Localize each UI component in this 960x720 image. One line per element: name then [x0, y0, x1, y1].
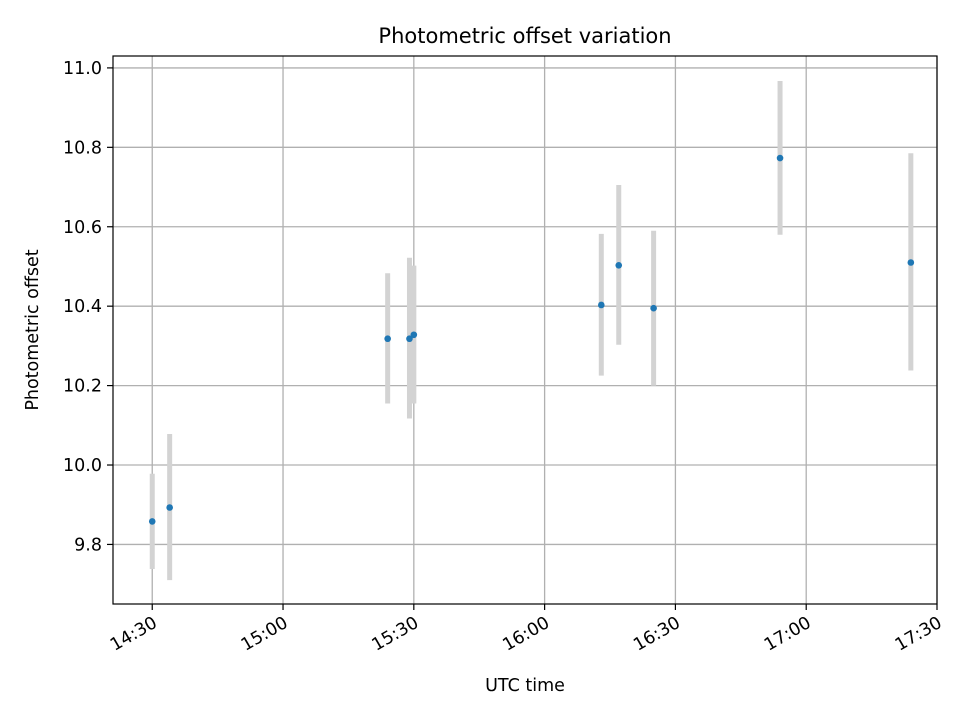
x-tick-label: 17:00 — [761, 613, 815, 656]
y-axis-label: Photometric offset — [23, 249, 43, 410]
x-tick-label: 16:30 — [630, 613, 684, 656]
x-axis-label: UTC time — [485, 676, 565, 696]
x-tick-label: 15:30 — [369, 613, 423, 656]
x-tick-label: 17:30 — [892, 613, 946, 656]
data-point — [166, 504, 173, 511]
y-tick-label: 11.0 — [63, 59, 102, 79]
y-tick-label: 10.6 — [63, 218, 102, 238]
data-point — [597, 301, 605, 309]
data-point — [148, 518, 156, 525]
data-point — [615, 261, 623, 269]
markers — [148, 154, 915, 525]
data-point — [776, 154, 784, 162]
y-axis-ticks: 9.8 10.0 10.2 10.4 10.6 10.8 11.0 — [63, 59, 113, 555]
x-tick-label: 16:00 — [499, 613, 553, 656]
x-axis-ticks: 14:30 15:00 15:30 16:00 16:30 17:00 17:30 — [107, 604, 946, 656]
data-point — [410, 331, 418, 339]
data-point — [650, 304, 657, 312]
y-tick-label: 10.2 — [63, 377, 102, 397]
y-tick-label: 9.8 — [74, 535, 102, 555]
data-point — [406, 335, 413, 343]
plot-frame — [112, 55, 938, 605]
data-point — [907, 259, 915, 266]
data-point — [384, 335, 391, 343]
grid — [113, 56, 938, 604]
y-tick-label: 10.4 — [63, 297, 102, 317]
x-tick-label: 15:00 — [238, 613, 292, 656]
errorbars — [149, 81, 914, 581]
y-tick-label: 10.8 — [63, 138, 102, 158]
y-tick-label: 10.0 — [63, 456, 102, 476]
chart-title: Photometric offset variation — [378, 24, 671, 48]
x-tick-label: 14:30 — [107, 613, 161, 656]
